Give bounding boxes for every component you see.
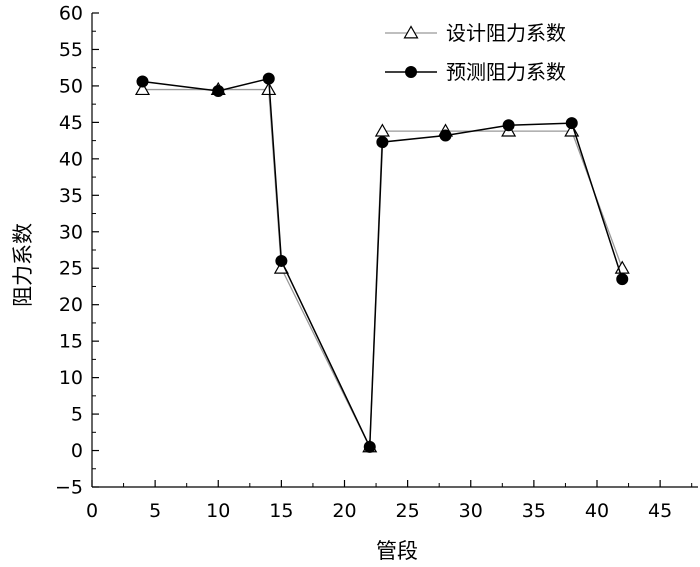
- y-tick-label: 35: [59, 185, 83, 207]
- x-tick-label: 40: [585, 500, 609, 522]
- series-line: [142, 77, 623, 448]
- data-point: [374, 123, 390, 137]
- legend-entry-1: 设计阻力系数: [385, 21, 566, 45]
- y-tick-label: 60: [59, 3, 83, 25]
- data-point: [136, 75, 149, 88]
- y-tick-label: 45: [59, 112, 83, 134]
- y-tick-label: 50: [59, 75, 83, 97]
- x-tick-label: 10: [206, 500, 230, 522]
- y-tick-label: 55: [59, 39, 83, 61]
- data-point: [275, 254, 288, 267]
- legend-marker: [405, 66, 417, 78]
- y-tick-label: 20: [59, 294, 83, 316]
- series-layer: [134, 72, 630, 453]
- data-point: [502, 119, 515, 132]
- y-tick-label: −5: [55, 477, 83, 499]
- y-tick-label: 40: [59, 148, 83, 170]
- data-point: [376, 136, 389, 149]
- y-tick-label: 10: [59, 367, 83, 389]
- x-tick-label: 5: [149, 500, 161, 522]
- data-point: [616, 273, 629, 286]
- y-axis-title: 阻力系数: [11, 223, 35, 307]
- legend-label: 预测阻力系数: [446, 60, 566, 84]
- legend-marker: [403, 25, 419, 39]
- data-point: [565, 117, 578, 130]
- legend-entry-2: 预测阻力系数: [385, 60, 566, 84]
- data-point: [439, 129, 452, 142]
- y-tick-label: 30: [59, 221, 83, 243]
- x-tick-label: 45: [648, 500, 672, 522]
- x-tick-label: 30: [459, 500, 483, 522]
- legend-label: 设计阻力系数: [446, 21, 566, 45]
- x-tick-label: 20: [332, 500, 356, 522]
- data-point: [212, 85, 225, 98]
- y-tick-label: 0: [71, 440, 83, 462]
- series-2: [136, 72, 629, 453]
- y-tick-label: 25: [59, 258, 83, 280]
- x-axis-title: 管段: [376, 539, 418, 563]
- data-point: [134, 81, 151, 96]
- x-tick-label: 15: [269, 500, 293, 522]
- data-point: [363, 440, 376, 453]
- x-tick-label: 35: [522, 500, 546, 522]
- x-tick-label: 25: [396, 500, 420, 522]
- y-tick-label: 15: [59, 331, 83, 353]
- x-tick-label: 0: [86, 500, 98, 522]
- data-point: [262, 72, 275, 85]
- y-tick-label: 5: [71, 404, 83, 426]
